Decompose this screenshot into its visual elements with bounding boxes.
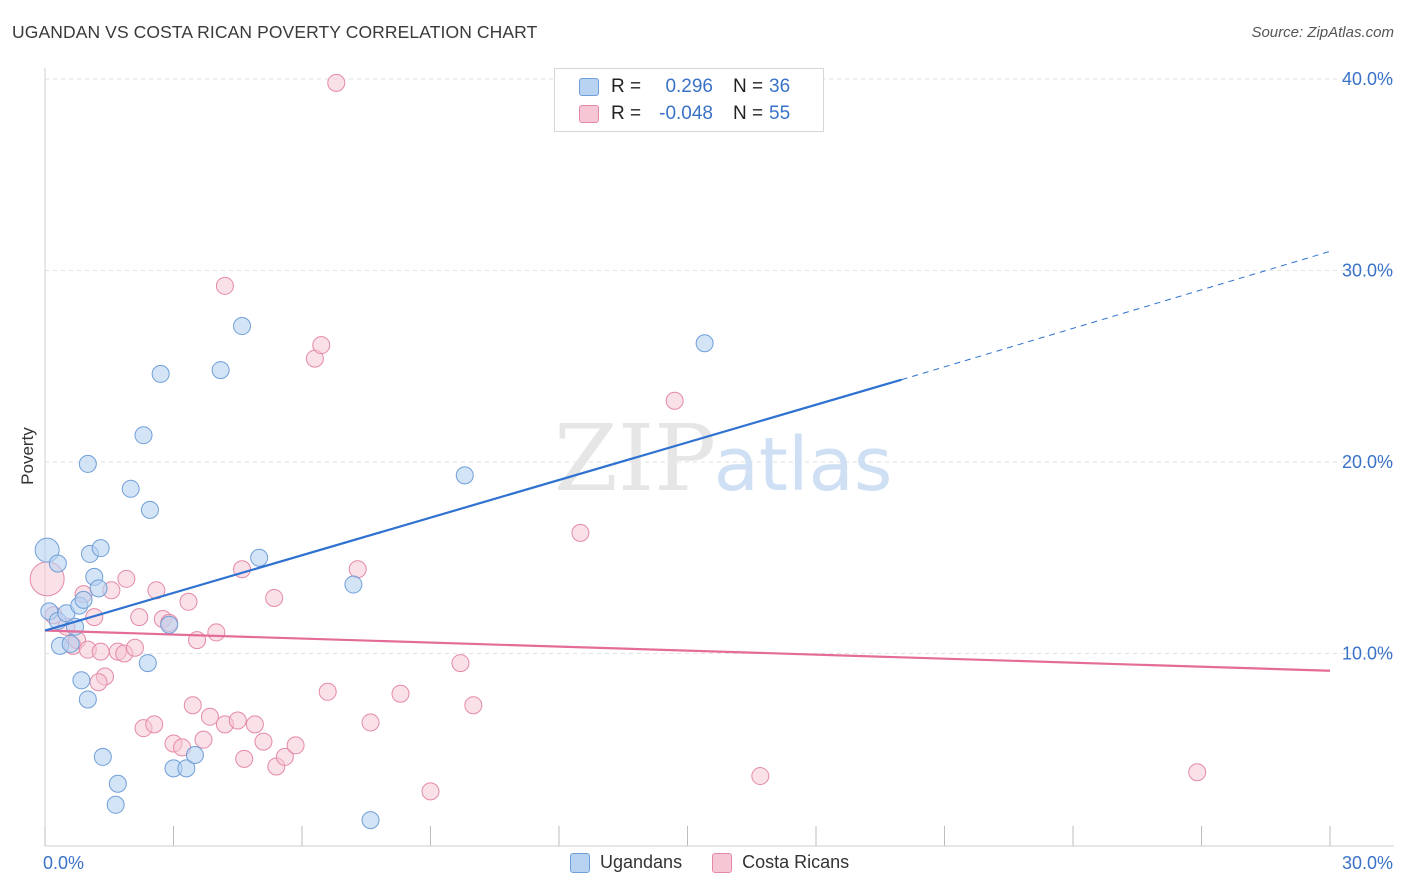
costa-rican-point bbox=[254, 732, 273, 751]
costa-rican-point bbox=[194, 730, 213, 749]
ugandan-point bbox=[72, 671, 91, 690]
x-tick-label: 30.0% bbox=[1342, 853, 1393, 873]
r-label: R = bbox=[611, 76, 642, 97]
ugandan-point bbox=[74, 590, 93, 609]
ugandan-point bbox=[108, 774, 127, 793]
costa-rican-point bbox=[464, 696, 483, 715]
costa-rican-point bbox=[183, 696, 202, 715]
legend-label-ugandans: Ugandans bbox=[600, 852, 683, 872]
costa-rican-point bbox=[391, 684, 410, 703]
ugandan-swatch bbox=[570, 852, 590, 873]
costa-rican-point bbox=[361, 713, 380, 732]
costa-rican-swatch bbox=[712, 852, 733, 873]
costa-rican-point bbox=[117, 569, 136, 588]
costa-rican-point bbox=[130, 608, 149, 627]
ugandan-point bbox=[140, 500, 159, 519]
ugandan-point bbox=[78, 454, 97, 473]
costa-rican-point bbox=[312, 336, 331, 355]
y-axis-title: Poverty bbox=[18, 427, 37, 485]
costa-rican-point bbox=[245, 715, 264, 734]
costa-rican-point bbox=[1188, 763, 1207, 782]
y-tick-label: 40.0% bbox=[1342, 69, 1393, 89]
costa-rican-point bbox=[91, 642, 110, 661]
ugandan-point bbox=[93, 747, 112, 766]
ugandan-point bbox=[233, 317, 252, 336]
ugandan-point bbox=[61, 634, 80, 653]
costa-rican-trend-line bbox=[44, 629, 1331, 672]
y-tick-label: 20.0% bbox=[1342, 452, 1393, 472]
costa-rican-point bbox=[145, 715, 164, 734]
costa-rican-point bbox=[348, 560, 367, 579]
n-value: 36 bbox=[769, 76, 791, 97]
ugandan-point bbox=[160, 615, 179, 634]
costa-rican-point bbox=[451, 654, 470, 673]
ugandan-point bbox=[211, 361, 230, 380]
costa-rican-point bbox=[286, 736, 305, 755]
watermark-atlas: atlas bbox=[714, 422, 893, 508]
correlation-legend: R = 0.296 N = 36 R = -0.048 N = 55 bbox=[554, 68, 824, 132]
costa-rican-point bbox=[421, 782, 440, 801]
ugandan-point bbox=[121, 479, 140, 498]
ugandan-trend-extension bbox=[901, 250, 1331, 381]
legend-row-ugandans: R = 0.296 N = 36 bbox=[579, 75, 790, 99]
ugandan-swatch bbox=[579, 78, 599, 96]
n-label: N = bbox=[733, 76, 764, 97]
legend-item-costa-ricans[interactable]: Costa Ricans bbox=[712, 852, 849, 873]
watermark: ZIP atlas bbox=[554, 405, 893, 512]
y-tick-label: 30.0% bbox=[1342, 261, 1393, 281]
ugandan-point bbox=[177, 759, 196, 778]
ugandan-point bbox=[48, 554, 67, 573]
ugandan-point bbox=[695, 334, 714, 353]
trend-lines bbox=[44, 250, 1331, 672]
ugandan-point bbox=[134, 426, 153, 445]
source-label: Source: ZipAtlas.com bbox=[1251, 24, 1394, 41]
axis-labels: 10.0% 20.0% 30.0% 40.0% 0.0% 30.0% bbox=[43, 69, 1393, 873]
ugandan-point bbox=[138, 654, 157, 673]
ugandan-point bbox=[185, 745, 204, 764]
series-legend: Ugandans Costa Ricans bbox=[570, 852, 879, 873]
costa-rican-point bbox=[665, 391, 684, 410]
costa-rican-point bbox=[751, 767, 770, 786]
costa-rican-point bbox=[327, 73, 346, 92]
costa-rican-point bbox=[179, 592, 198, 611]
ugandan-point bbox=[361, 811, 380, 830]
n-label: N = bbox=[733, 103, 764, 124]
ugandan-point bbox=[250, 548, 269, 567]
costa-rican-point bbox=[215, 276, 234, 295]
costa-rican-point bbox=[89, 673, 108, 692]
ugandan-point bbox=[78, 690, 97, 709]
ugandan-point bbox=[89, 579, 108, 598]
costa-rican-point bbox=[571, 523, 590, 542]
ugandan-trend-line bbox=[44, 378, 902, 632]
costa-rican-point bbox=[275, 747, 294, 766]
costa-rican-point bbox=[125, 638, 144, 657]
legend-row-costa-ricans: R = -0.048 N = 55 bbox=[579, 102, 790, 126]
costa-rican-point bbox=[228, 711, 247, 730]
costa-rican-point bbox=[235, 749, 254, 768]
chart-title: UGANDAN VS COSTA RICAN POVERTY CORRELATI… bbox=[12, 22, 538, 42]
y-tick-label: 10.0% bbox=[1342, 644, 1393, 664]
ugandan-point bbox=[344, 575, 363, 594]
costa-rican-point bbox=[200, 707, 219, 726]
ugandan-point bbox=[91, 539, 110, 558]
costa-rican-point bbox=[207, 623, 226, 642]
ugandan-points bbox=[34, 317, 714, 830]
costa-rican-point bbox=[318, 682, 337, 701]
legend-label-costa-ricans: Costa Ricans bbox=[742, 852, 850, 872]
r-label: R = bbox=[611, 103, 642, 124]
axes bbox=[44, 68, 1394, 847]
ugandan-point bbox=[106, 795, 125, 814]
r-value: -0.048 bbox=[659, 103, 713, 124]
ugandan-point bbox=[455, 466, 474, 485]
costa-rican-swatch bbox=[579, 105, 599, 123]
legend-item-ugandans[interactable]: Ugandans bbox=[570, 852, 682, 873]
r-value: 0.296 bbox=[665, 76, 713, 97]
n-value: 55 bbox=[769, 103, 791, 124]
costa-rican-point bbox=[265, 588, 284, 607]
x-tick-label: 0.0% bbox=[43, 853, 84, 873]
ugandan-point bbox=[151, 364, 170, 383]
